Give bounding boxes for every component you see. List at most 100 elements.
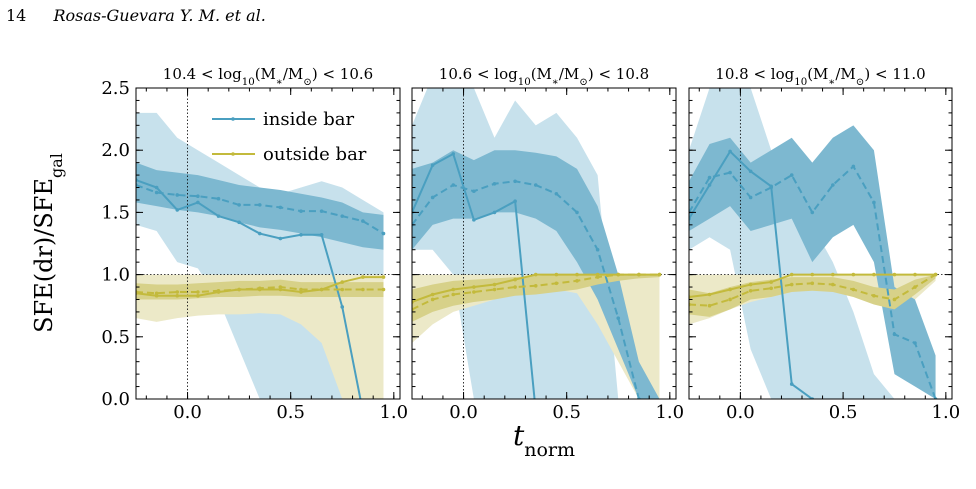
x-tick-label: 1.0 xyxy=(932,402,961,423)
outside-bar-dashed-point xyxy=(616,272,621,277)
inside-bar-solid-point xyxy=(237,220,241,225)
panel-frame xyxy=(411,87,677,400)
x-tick-label: 0.0 xyxy=(449,402,478,423)
page-number: 14 xyxy=(6,6,27,25)
inside-bar-dashed-point xyxy=(575,210,579,215)
inside-bar-solid-point xyxy=(748,169,753,174)
panel-frame xyxy=(135,87,401,400)
inside-bar-solid-point xyxy=(278,236,283,241)
inside-bar-dashed-point xyxy=(513,179,517,184)
inside-bar-dashed-point xyxy=(810,210,815,215)
outside-bar-dashed-point xyxy=(361,287,365,292)
outside-bar-dashed-point xyxy=(657,272,662,277)
inside-bar-dashed-point xyxy=(595,247,600,252)
inside-bar-dashed-point xyxy=(851,164,856,169)
outside-bar-solid-point xyxy=(595,272,600,277)
inside-bar-dashed-point xyxy=(451,183,456,187)
outside-bar-dashed-point xyxy=(913,285,917,289)
outside-bar-dashed-point xyxy=(892,297,897,302)
outside-bar-band-light xyxy=(412,274,660,399)
outside-bar-solid-point xyxy=(533,272,538,277)
inside-bar-solid-point xyxy=(299,232,303,237)
x-tick-label: 1.0 xyxy=(655,402,684,423)
legend-marker xyxy=(231,117,235,121)
inside-bar-dashed-point xyxy=(472,189,476,194)
inside-bar-dashed-point xyxy=(196,194,200,199)
panel-title: 10.4 < log10(M∗/M⊙) < 10.6 xyxy=(163,65,373,88)
inside-bar-solid-point xyxy=(175,208,180,212)
outside-bar-solid-point xyxy=(789,272,794,277)
outside-bar-solid-point xyxy=(810,272,815,277)
outside-bar-solid-point xyxy=(913,272,917,277)
outside-bar-solid-point xyxy=(451,287,456,292)
inside-bar-solid-point xyxy=(789,382,794,386)
inside-bar-solid-point xyxy=(707,183,712,187)
x-tick-label: 1.0 xyxy=(379,402,408,423)
outside-bar-solid-point xyxy=(299,290,303,294)
inside-bar-dashed-point xyxy=(361,219,365,223)
outside-bar-solid-point xyxy=(381,275,386,279)
page-header: 14 Rosas-Guevara Y. M. et al. xyxy=(6,6,266,25)
outside-bar-solid-point xyxy=(154,293,159,298)
outside-bar-dashed-point xyxy=(748,288,753,293)
y-tick-label: 2.5 xyxy=(101,78,130,99)
inside-bar-dashed-point xyxy=(769,185,773,190)
inside-bar-dashed-point xyxy=(381,231,386,236)
y-tick-label: 0.0 xyxy=(101,389,130,410)
outside-bar-dashed-point xyxy=(831,282,835,287)
inside-bar-dashed-point xyxy=(892,332,897,337)
outside-bar-dashed-point xyxy=(154,291,159,296)
outside-bar-solid-point xyxy=(892,272,897,277)
outside-bar-solid-point xyxy=(196,293,200,298)
y-tick-label: 2.0 xyxy=(101,140,130,161)
outside-bar-dashed-point xyxy=(554,281,559,286)
inside-bar-dashed-point xyxy=(257,203,262,207)
inside-bar-solid-point xyxy=(492,210,497,215)
inside-bar-dashed-point xyxy=(299,209,303,213)
outside-bar-dashed-point xyxy=(257,286,262,291)
inside-bar-solid-point xyxy=(257,231,262,236)
panel-3: 0.0 0.5 1.0 10.8 < log10(M∗/M⊙) < 11.0 xyxy=(688,65,961,423)
y-tick-label: 1.0 xyxy=(101,265,130,286)
inside-bar-band-dark xyxy=(689,125,936,399)
inside-bar-solid-point xyxy=(513,199,517,204)
outside-bar-dashed-point xyxy=(196,290,200,294)
inside-bar-solid-point xyxy=(340,305,345,309)
inside-bar-dashed-point xyxy=(748,195,753,200)
outside-bar-solid-point xyxy=(748,282,753,287)
outside-bar-dashed-point xyxy=(175,290,180,294)
inside-bar-solid-point xyxy=(451,152,456,156)
outside-bar-dashed-point xyxy=(637,272,641,277)
x-tick-label: 0.5 xyxy=(276,402,305,423)
x-axis-label: tnorm xyxy=(513,419,575,461)
inside-bar-solid-line xyxy=(689,149,816,399)
inside-bar-solid-point xyxy=(154,185,159,190)
panel-frame xyxy=(688,87,953,400)
panel-title: 10.6 < log10(M∗/M⊙) < 10.8 xyxy=(439,65,649,88)
inside-bar-dashed-point xyxy=(728,170,732,175)
inside-bar-dashed-point xyxy=(554,191,559,196)
inside-bar-solid-point xyxy=(728,149,732,154)
panel-2: 0.0 0.5 1.0 10.6 < log10(M∗/M⊙) < 10.8 xyxy=(411,65,684,423)
outside-bar-solid-point xyxy=(175,293,180,298)
outside-bar-solid-point xyxy=(361,275,365,279)
outside-bar-solid-point xyxy=(492,282,497,287)
inside-bar-dashed-point xyxy=(872,200,876,205)
outside-bar-solid-point xyxy=(430,292,435,297)
inside-bar-dashed-point xyxy=(340,214,345,218)
outside-bar-dashed-point xyxy=(451,292,456,297)
outside-bar-solid-point xyxy=(575,272,579,277)
outside-bar-solid-point xyxy=(554,272,559,277)
outside-bar-dashed-point xyxy=(851,287,856,292)
inside-bar-dashed-point xyxy=(492,181,497,186)
inside-bar-dashed-point xyxy=(237,203,241,207)
inside-bar-dashed-point xyxy=(430,195,435,200)
y-tick-label: 0.5 xyxy=(101,327,130,348)
y-tick-label: 1.5 xyxy=(101,202,130,223)
plot-area xyxy=(412,88,676,399)
outside-bar-solid-point xyxy=(472,285,476,289)
inside-bar-dashed-point xyxy=(913,341,917,345)
inside-bar-dashed-point xyxy=(707,175,712,180)
outside-bar-dashed-point xyxy=(595,275,600,279)
